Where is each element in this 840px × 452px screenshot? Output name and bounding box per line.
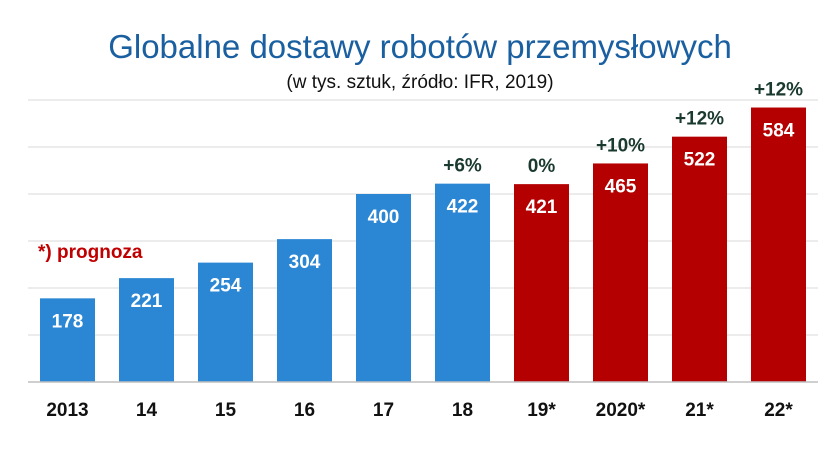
bar	[356, 194, 411, 382]
bar-value-label: 178	[52, 311, 84, 332]
x-tick-label: 2020*	[596, 400, 646, 421]
bar-value-label: 221	[131, 291, 163, 312]
bar	[40, 298, 95, 382]
bar	[119, 278, 174, 382]
x-tick-label: 18	[452, 400, 473, 421]
bar	[593, 163, 648, 382]
x-tick-label: 19*	[527, 400, 556, 421]
bar-value-label: 421	[526, 197, 558, 218]
growth-label: 0%	[528, 156, 556, 177]
bar	[751, 107, 806, 383]
growth-label: +12%	[754, 80, 803, 101]
x-tick-label: 17	[373, 400, 394, 421]
bar-value-label: 422	[447, 197, 479, 218]
x-tick-label: 15	[215, 400, 237, 421]
forecast-note: *) prognoza	[38, 242, 143, 263]
bar	[198, 262, 253, 382]
growth-label: +6%	[443, 156, 482, 177]
labels: 178 2013 221 14 254 15 304 16 400 17 422 +6% 18 421 0%…	[46, 80, 803, 421]
bar	[514, 184, 569, 382]
x-tick-label: 2013	[46, 400, 88, 421]
chart-subtitle: (w tys. sztuk, źródło: IFR, 2019)	[286, 72, 554, 93]
bar-value-label: 584	[763, 121, 795, 142]
bar-value-label: 400	[368, 207, 400, 228]
bars	[40, 107, 806, 383]
chart-title: Globalne dostawy robotów przemysłowych	[108, 28, 732, 65]
bar	[277, 239, 332, 382]
bar	[672, 136, 727, 382]
growth-label: +12%	[675, 109, 724, 130]
growth-label: +10%	[596, 135, 645, 156]
bar-value-label: 465	[605, 176, 637, 197]
bar-value-label: 254	[210, 276, 242, 297]
x-tick-label: 22*	[764, 400, 793, 421]
bar-value-label: 522	[684, 150, 716, 171]
x-tick-label: 16	[294, 400, 315, 421]
x-tick-label: 21*	[685, 400, 714, 421]
x-tick-label: 14	[136, 400, 158, 421]
bar-value-label: 304	[289, 252, 321, 273]
bar	[435, 183, 490, 382]
